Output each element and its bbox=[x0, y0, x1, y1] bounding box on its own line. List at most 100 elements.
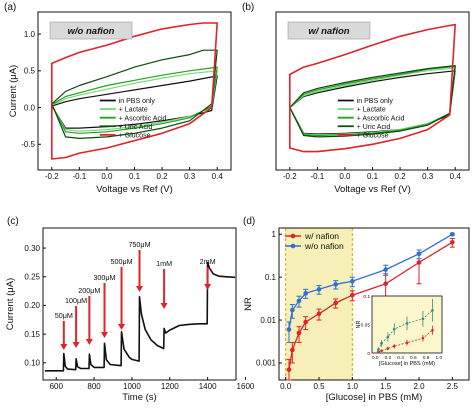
panel-d-inset-ytick-label: 0.05 bbox=[361, 323, 371, 329]
panel-d-ytick-label: 0.1 bbox=[265, 273, 277, 282]
panel-b-xtick-label: 0.0 bbox=[339, 172, 351, 181]
panel-d-ytick-label: 0.001 bbox=[256, 359, 277, 368]
panel-c-injection-arrow-head bbox=[160, 303, 168, 309]
panel-c-xtick-label: 1000 bbox=[123, 382, 141, 391]
panel-d-data-point bbox=[316, 311, 322, 317]
panel-d-data-point bbox=[296, 330, 302, 336]
panel-b-cv-curve bbox=[289, 65, 456, 138]
panel-d-data-point bbox=[350, 279, 355, 284]
panel-c-injection-label: 300μM bbox=[93, 273, 115, 282]
panel-d-inset-y-axis-label: NR bbox=[356, 321, 362, 329]
panel-d-inset-data-point bbox=[405, 322, 409, 325]
panel-c-xtick-label: 800 bbox=[87, 382, 101, 391]
panel-d-inset-data-point bbox=[386, 335, 390, 339]
panel-a-cv-curve bbox=[51, 66, 218, 134]
panel-a-y-axis-label: Current (μA) bbox=[8, 65, 19, 117]
panel-c-injection-label: 500μM bbox=[110, 257, 132, 266]
panel-d-xtick-label: 0.0 bbox=[280, 382, 292, 391]
panel-c-injection-arrow-head bbox=[118, 324, 126, 330]
panel-c-x-axis-label: Time (s) bbox=[122, 392, 156, 403]
panel-d-data-point bbox=[296, 298, 302, 304]
panel-d-data-point bbox=[290, 347, 295, 353]
panel-d-inset-ytick-label: 0 bbox=[367, 351, 370, 357]
panel-d-data-point bbox=[383, 267, 388, 272]
panel-d-xtick-label: 2.5 bbox=[447, 382, 459, 391]
panel-c-injection-arrow-head bbox=[136, 286, 143, 292]
panel-b-legend-label: + Ascorbic Acid bbox=[357, 115, 405, 122]
panel-b-xtick-label: 0.2 bbox=[395, 172, 407, 181]
panel-b-legend-label: + Uric Acid bbox=[357, 124, 391, 131]
panel-d-legend-marker bbox=[290, 233, 296, 239]
panel-a-ytick-label: 0.5 bbox=[24, 67, 36, 76]
panel-a-x-axis-label: Voltage vs Ref (V) bbox=[96, 184, 173, 195]
panel-c-injection-arrow-head bbox=[85, 339, 93, 345]
panel-d-panel-label: (d) bbox=[243, 216, 255, 227]
panel-b-xtick-label: -0.2 bbox=[283, 172, 297, 181]
panel-a-cv-curve bbox=[51, 22, 218, 160]
panel-c-plot-frame bbox=[42, 227, 237, 381]
panel-d-inset-data-point bbox=[431, 308, 434, 312]
panel-d-series-line bbox=[288, 241, 453, 370]
panel-d-xtick-label: 0.5 bbox=[313, 382, 325, 391]
panel-c-ytick-label: 0.20 bbox=[24, 301, 40, 310]
panel-a-cv-curve bbox=[51, 75, 218, 129]
panel-c-xtick-label: 1600 bbox=[237, 382, 255, 391]
panel-c-injection-arrow-head bbox=[100, 332, 108, 338]
panel-c-ytick-label: 0.30 bbox=[24, 244, 40, 253]
panel-c-ytick-label: 0.15 bbox=[24, 330, 40, 339]
panel-d-data-point bbox=[333, 282, 338, 287]
panel-a-legend-label: + Glucose bbox=[119, 132, 151, 139]
panel-d-inset-data-point bbox=[421, 317, 425, 321]
panel-d-data-point bbox=[350, 292, 355, 298]
panel-a-legend-label: + Lactate bbox=[119, 107, 148, 114]
panel-d-data-point bbox=[286, 327, 292, 332]
panel-d-inset-data-point bbox=[377, 348, 380, 351]
panel-d-inset-xtick-label: 0.6 bbox=[410, 355, 417, 361]
panel-a-ytick-label: 0.0 bbox=[24, 103, 36, 112]
panel-b-legend-label: + Lactate bbox=[357, 107, 386, 114]
panel-d-data-point bbox=[303, 291, 308, 296]
panel-d-y-axis-label: NR bbox=[243, 297, 254, 311]
panel-d-inset-data-point bbox=[405, 341, 409, 345]
panel-d-xtick-label: 2.0 bbox=[413, 382, 425, 391]
panel-b-condition-tag-box bbox=[287, 21, 371, 40]
panel-d-inset-data-point bbox=[380, 342, 383, 345]
panel-a-cv-curve bbox=[51, 49, 218, 139]
panel-a-xtick-label: 0.3 bbox=[184, 172, 196, 181]
panel-d-data-point bbox=[286, 367, 292, 372]
panel-d-series-line bbox=[288, 233, 453, 330]
panel-b-condition-tag: w/ nafion bbox=[308, 26, 349, 37]
panel-a-condition-tag: w/o nafion bbox=[68, 26, 115, 37]
panel-a-xtick-label: -0.2 bbox=[45, 172, 59, 181]
panel-a-legend-label: + Uric Acid bbox=[119, 124, 153, 131]
panel-d-data-point bbox=[416, 251, 422, 257]
panel-c-xtick-label: 600 bbox=[50, 382, 64, 391]
panel-a-xtick-label: 0.0 bbox=[101, 172, 113, 181]
panel-d-ytick-label: 0.01 bbox=[260, 316, 276, 325]
panel-d-inset-x-axis-label: [Glucose] in PBS (mM) bbox=[379, 361, 435, 367]
panel-b-xtick-label: 0.4 bbox=[450, 172, 462, 181]
panel-b-xtick-label: 0.1 bbox=[367, 172, 379, 181]
panel-d-inset-xtick-label: 0.2 bbox=[385, 355, 392, 361]
panel-d-data-point bbox=[316, 287, 322, 292]
panel-b-legend-label: + Glucose bbox=[357, 132, 389, 139]
panel-d-data-point bbox=[383, 281, 388, 287]
panel-d-legend-label: w/ nafion bbox=[304, 231, 339, 241]
panel-c-injection-arrow-head bbox=[204, 284, 212, 290]
panel-b-xtick-label: 0.3 bbox=[422, 172, 434, 181]
panel-d-legend-label: w/o nafion bbox=[304, 241, 344, 251]
panel-d-inset-data-point bbox=[392, 344, 396, 348]
panel-d-xtick-label: 1.5 bbox=[380, 382, 392, 391]
panel-b-panel-label: (b) bbox=[242, 2, 254, 13]
panel-d-data-point bbox=[290, 307, 295, 313]
panel-a-panel-label: (a) bbox=[4, 2, 16, 13]
panel-d-inset-xtick-label: 0.4 bbox=[397, 355, 404, 361]
panel-d-inset-ytick-label: 0.1 bbox=[363, 294, 370, 300]
panel-d-inset-data-point bbox=[421, 336, 425, 340]
panel-c-ytick-label: 0.25 bbox=[24, 273, 40, 282]
panel-a-xtick-label: 0.4 bbox=[212, 172, 224, 181]
panel-c-xtick-label: 1400 bbox=[199, 382, 217, 391]
panel-b-xtick-label: -0.1 bbox=[310, 172, 324, 181]
panel-d-ytick-label: 1 bbox=[272, 230, 277, 239]
panel-d-data-point bbox=[333, 300, 338, 306]
